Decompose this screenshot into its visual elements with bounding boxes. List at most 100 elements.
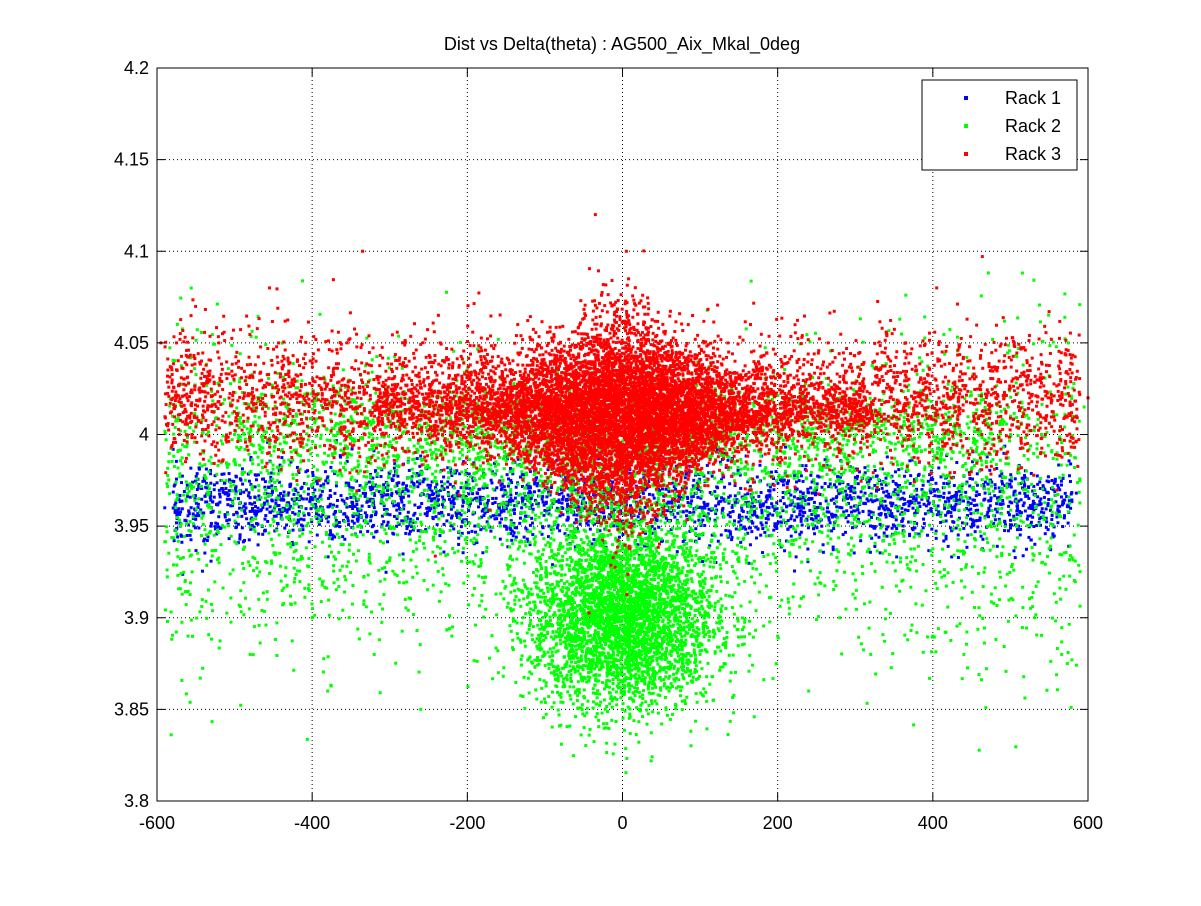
rack-2-point — [352, 512, 355, 515]
rack-1-point — [390, 492, 393, 495]
rack-2-point — [166, 620, 169, 623]
rack-2-point — [200, 605, 203, 608]
rack-2-point — [904, 294, 907, 297]
rack-1-point — [809, 486, 812, 489]
rack-2-point — [248, 564, 251, 567]
rack-2-point — [327, 454, 330, 457]
rack-2-point — [840, 514, 843, 517]
rack-2-point — [411, 519, 414, 522]
rack-2-point — [872, 476, 875, 479]
rack-2-point — [410, 477, 413, 480]
rack-1-point — [772, 529, 775, 532]
rack-1-point — [341, 499, 344, 502]
rack-2-point — [181, 593, 184, 596]
rack-2-point — [1007, 620, 1010, 623]
rack-2-point — [913, 522, 916, 525]
rack-1-point — [1012, 549, 1015, 552]
rack-1-point — [331, 537, 334, 540]
rack-1-point — [501, 482, 504, 485]
rack-1-point — [1061, 525, 1064, 528]
rack-1-point — [302, 518, 305, 521]
rack-1-point — [811, 492, 814, 495]
rack-1-point — [771, 514, 774, 517]
rack-2-point — [1017, 482, 1020, 485]
rack-1-point — [962, 499, 965, 502]
rack-2-point — [473, 659, 476, 662]
rack-2-point — [1015, 517, 1018, 520]
rack-1-point — [1019, 533, 1022, 536]
rack-2-point — [1063, 316, 1066, 319]
rack-2-point — [416, 572, 419, 575]
rack-1-point — [886, 507, 889, 510]
rack-2-point — [863, 602, 866, 605]
rack-1-point — [897, 493, 900, 496]
rack-2-point — [792, 595, 795, 598]
rack-2-point — [371, 492, 374, 495]
rack-1-point — [806, 488, 809, 491]
rack-2-point — [366, 497, 369, 500]
rack-2-point — [957, 509, 960, 512]
rack-1-point — [958, 490, 961, 493]
rack-1-point — [1026, 518, 1029, 521]
rack-2-point — [853, 518, 856, 521]
rack-2-point — [321, 584, 324, 587]
rack-1-point — [800, 517, 803, 520]
rack-2-point — [174, 426, 177, 429]
rack-1-point — [986, 514, 989, 517]
rack-1-point — [714, 504, 717, 507]
rack-2-point — [320, 600, 323, 603]
rack-2-point — [524, 540, 527, 543]
rack-2-point — [787, 497, 790, 500]
rack-1-point — [665, 488, 668, 491]
rack-2-point — [780, 524, 783, 527]
rack-1-point — [241, 467, 244, 470]
rack-2-point — [196, 552, 199, 555]
rack-2-point — [239, 589, 242, 592]
rack-2-point — [202, 514, 205, 517]
rack-1-point — [470, 530, 473, 533]
rack-2-point — [482, 616, 485, 619]
rack-2-point — [440, 514, 443, 517]
rack-1-point — [373, 506, 376, 509]
rack-2-point — [210, 603, 213, 606]
rack-1-point — [833, 514, 836, 517]
rack-2-point — [995, 555, 998, 558]
rack-1-point — [856, 508, 859, 511]
rack-2-point — [526, 587, 529, 590]
rack-1-point — [457, 537, 460, 540]
rack-2-point — [780, 507, 783, 510]
rack-1-point — [263, 518, 266, 521]
rack-1-point — [951, 495, 954, 498]
rack-2-point — [494, 445, 497, 448]
rack-2-point — [772, 542, 775, 545]
rack-2-point — [740, 468, 743, 471]
rack-1-point — [190, 538, 193, 541]
rack-1-point — [239, 492, 242, 495]
rack-2-point — [449, 522, 452, 525]
rack-1-point — [860, 490, 863, 493]
rack-2-point — [437, 492, 440, 495]
rack-2-point — [932, 513, 935, 516]
rack-1-point — [720, 533, 723, 536]
rack-1-point — [817, 514, 820, 517]
rack-2-point — [898, 474, 901, 477]
rack-2-point — [182, 556, 185, 559]
rack-2-point — [412, 613, 415, 616]
rack-1-point — [1019, 528, 1022, 531]
rack-2-point — [1044, 563, 1047, 566]
rack-2-point — [705, 514, 708, 517]
rack-2-point — [936, 587, 939, 590]
rack-2-point — [489, 463, 492, 466]
rack-2-point — [270, 538, 273, 541]
rack-2-point — [307, 459, 310, 462]
rack-2-point — [980, 678, 983, 681]
rack-2-point — [385, 498, 388, 501]
rack-1-point — [495, 497, 498, 500]
rack-2-point — [232, 483, 235, 486]
rack-2-point — [467, 603, 470, 606]
rack-1-point — [765, 521, 768, 524]
rack-1-point — [729, 494, 732, 497]
rack-2-point — [210, 638, 213, 641]
rack-2-point — [749, 495, 752, 498]
rack-2-point — [961, 597, 964, 600]
